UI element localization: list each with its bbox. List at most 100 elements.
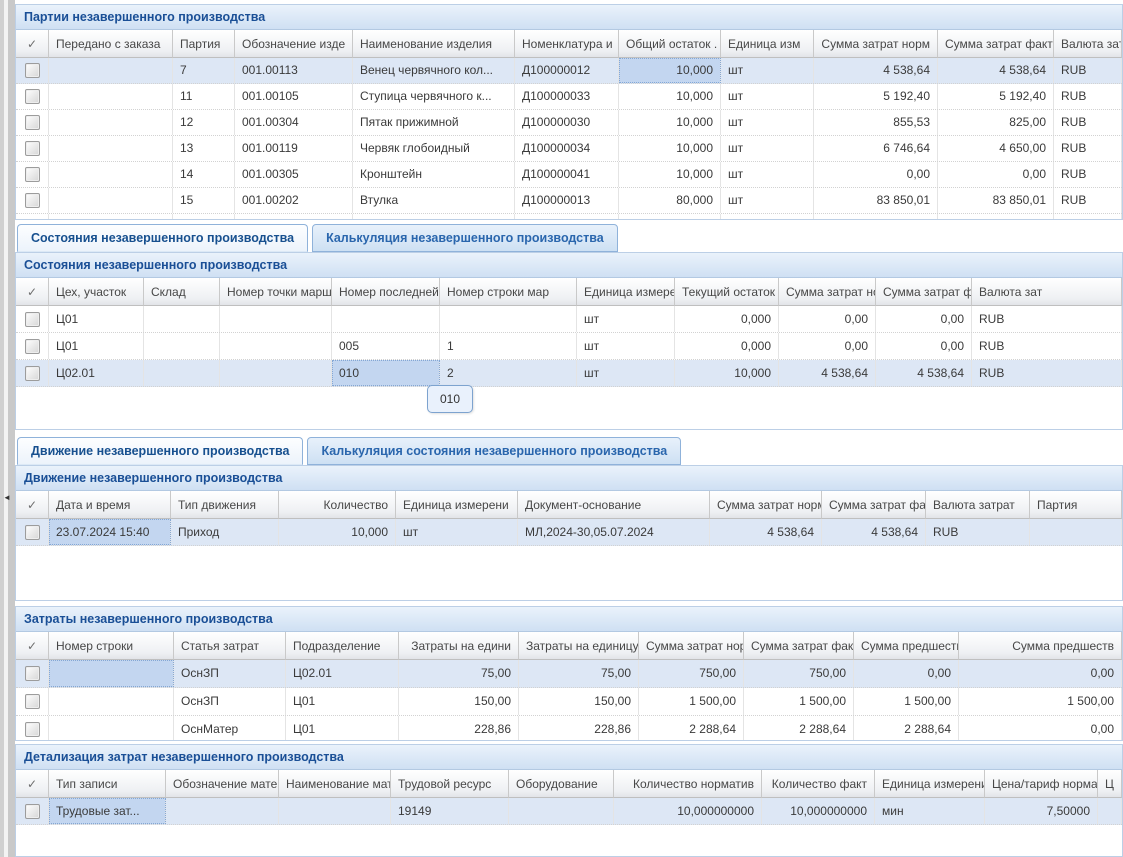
table-cell[interactable]: 75,00 xyxy=(519,660,639,687)
table-cell[interactable] xyxy=(49,58,173,83)
table-cell[interactable]: Ц02.01 xyxy=(49,360,144,386)
column-header[interactable]: Единица измерени xyxy=(396,491,518,519)
table-cell[interactable]: 10,000000000 xyxy=(614,798,762,824)
table-cell[interactable]: 010 xyxy=(332,360,440,386)
table-cell[interactable] xyxy=(220,333,332,359)
table-row[interactable]: 13 001.00119 Червяк глобоидный Д100000034 10… xyxy=(16,136,1122,162)
collapse-splitter-icon[interactable]: ◄ xyxy=(3,493,11,502)
table-cell[interactable] xyxy=(49,162,173,187)
table-cell[interactable]: 2 288,64 xyxy=(854,716,959,740)
table-cell[interactable]: МЛ,2024-30,05.07.2024 xyxy=(518,519,710,545)
table-cell[interactable]: шт xyxy=(721,136,814,161)
table-cell[interactable]: 228,86 xyxy=(519,716,639,740)
table-cell[interactable]: шт xyxy=(577,360,675,386)
table-cell[interactable]: Ц01 xyxy=(49,333,144,359)
column-header[interactable]: Обозначение изде xyxy=(235,30,353,58)
column-header[interactable]: Затраты на единицу xyxy=(519,632,639,660)
table-cell[interactable] xyxy=(166,798,279,824)
select-all-header[interactable]: ✓ xyxy=(16,770,49,798)
table-cell[interactable]: RUB xyxy=(1054,136,1122,161)
column-header[interactable]: Номер строки xyxy=(49,632,174,660)
table-cell[interactable]: 0,000 xyxy=(675,306,779,332)
table-cell[interactable]: RUB xyxy=(926,519,1030,545)
table-cell[interactable] xyxy=(49,84,173,109)
column-header[interactable]: Сумма затрат норм xyxy=(814,30,938,58)
table-cell[interactable]: Венец червячного кол... xyxy=(353,58,515,83)
table-cell[interactable]: 10,000 xyxy=(619,214,721,219)
table-cell[interactable]: 6 746,64 xyxy=(814,136,938,161)
table-cell[interactable]: ОснЗП xyxy=(174,688,286,715)
table-cell[interactable] xyxy=(49,688,174,715)
table-cell[interactable]: Д100000018 xyxy=(515,214,619,219)
column-header[interactable]: Передано с заказа xyxy=(49,30,173,58)
table-cell[interactable] xyxy=(144,306,220,332)
table-cell[interactable]: RUB xyxy=(1054,162,1122,187)
table-cell[interactable]: 4 650,00 xyxy=(938,136,1054,161)
row-checkbox[interactable] xyxy=(24,338,40,354)
column-header[interactable]: Затраты на едини xyxy=(399,632,519,660)
table-cell[interactable]: шт xyxy=(721,214,814,219)
row-checkbox[interactable] xyxy=(24,666,40,681)
table-cell[interactable]: 12 xyxy=(173,110,235,135)
table-cell[interactable]: 10,000 xyxy=(619,110,721,135)
table-row[interactable]: 15 001.00202 Втулка Д100000013 80,000 шт 83 85… xyxy=(16,188,1122,214)
column-header[interactable]: Общий остаток . xyxy=(619,30,721,58)
table-cell[interactable]: RUB xyxy=(1054,214,1122,219)
column-header[interactable]: Тип движения xyxy=(171,491,279,519)
table-cell[interactable]: 10,000 xyxy=(619,162,721,187)
table-cell[interactable]: 5 192,40 xyxy=(814,84,938,109)
table-cell[interactable]: 10,000 xyxy=(619,84,721,109)
table-cell[interactable]: 4 538,64 xyxy=(822,519,926,545)
column-header[interactable]: Сумма затрат норм xyxy=(639,632,744,660)
table-cell[interactable] xyxy=(332,306,440,332)
table-cell[interactable]: Втулка xyxy=(353,188,515,213)
table-cell[interactable] xyxy=(509,798,614,824)
table-cell[interactable]: 4 538,64 xyxy=(876,360,972,386)
table-cell[interactable]: Червяк глобоидный xyxy=(353,136,515,161)
column-header[interactable]: Количество факт xyxy=(762,770,875,798)
column-header[interactable]: Сумма предшеству xyxy=(854,632,959,660)
table-cell[interactable]: 13 xyxy=(173,136,235,161)
table-cell[interactable]: Ц01 xyxy=(286,688,399,715)
tab-states[interactable]: Состояния незавершенного производства xyxy=(17,224,309,252)
table-cell[interactable]: 0,000 xyxy=(675,333,779,359)
column-header[interactable]: Цена/тариф норма xyxy=(985,770,1098,798)
table-row[interactable]: ОснЗП Ц01 150,00 150,00 1 500,00 1 500,00 1 50… xyxy=(16,688,1122,716)
table-cell[interactable] xyxy=(220,306,332,332)
table-cell[interactable]: 001.00105 xyxy=(235,84,353,109)
table-cell[interactable]: Д100000012 xyxy=(515,58,619,83)
table-cell[interactable]: 0,00 xyxy=(876,333,972,359)
column-header[interactable]: Валюта зат xyxy=(972,278,1122,306)
select-all-header[interactable]: ✓ xyxy=(16,491,49,519)
column-header[interactable]: Количество норматив xyxy=(614,770,762,798)
table-cell[interactable]: 10,000 xyxy=(279,519,396,545)
table-cell[interactable]: 1 500,00 xyxy=(639,688,744,715)
column-header[interactable]: Обозначение мате xyxy=(166,770,279,798)
table-cell[interactable]: 825,00 xyxy=(938,110,1054,135)
table-cell[interactable]: 10,000 xyxy=(619,58,721,83)
table-row[interactable]: 7 001.00113 Венец червячного кол... Д100000… xyxy=(16,58,1122,84)
table-row[interactable]: 11 001.00105 Ступица червячного к... Д10000… xyxy=(16,84,1122,110)
row-checkbox[interactable] xyxy=(24,524,40,540)
table-cell[interactable]: 228,86 xyxy=(399,716,519,740)
select-all-header[interactable]: ✓ xyxy=(16,30,49,58)
column-header[interactable]: Трудовой ресурс xyxy=(391,770,509,798)
table-cell[interactable]: Крепление фланцевое xyxy=(353,214,515,219)
splitter-rail[interactable]: ◄ xyxy=(0,0,15,857)
table-cell[interactable]: Ступица червячного к... xyxy=(353,84,515,109)
table-cell[interactable]: 1 xyxy=(440,333,577,359)
column-header[interactable]: Валюта затр xyxy=(1054,30,1122,58)
table-cell[interactable]: 10,000000000 xyxy=(762,798,875,824)
table-cell[interactable]: 7 xyxy=(173,58,235,83)
column-header[interactable]: Подразделение xyxy=(286,632,399,660)
column-header[interactable]: Партия xyxy=(1030,491,1122,519)
table-cell[interactable]: 855,53 xyxy=(814,110,938,135)
table-cell[interactable]: RUB xyxy=(1054,58,1122,83)
table-cell[interactable] xyxy=(49,660,174,687)
table-cell[interactable] xyxy=(144,333,220,359)
tab-movement[interactable]: Движение незавершенного производства xyxy=(17,437,304,465)
table-cell[interactable]: Д100000033 xyxy=(515,84,619,109)
table-cell[interactable]: 750,00 xyxy=(639,660,744,687)
table-row[interactable]: Трудовые зат... 19149 10,000000000 10,00000… xyxy=(16,798,1122,825)
table-cell[interactable]: 0,00 xyxy=(876,306,972,332)
